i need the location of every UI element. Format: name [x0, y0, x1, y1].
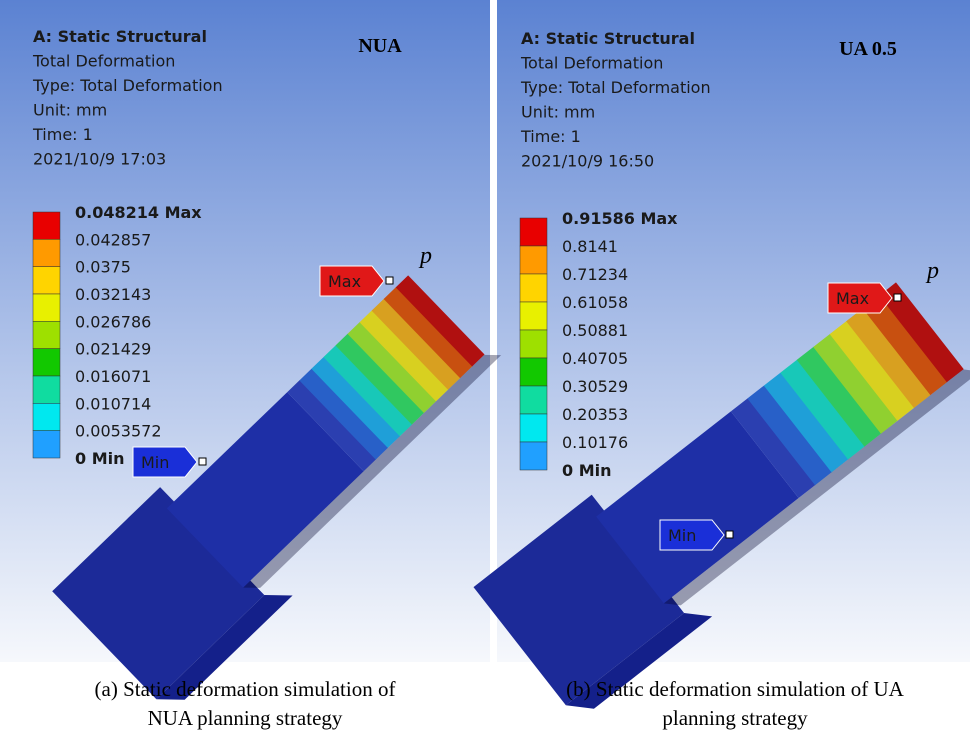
legend-color-band: [33, 267, 60, 294]
point-label: p: [925, 258, 939, 284]
legend-label: 0.042857: [75, 230, 151, 249]
legend-label: 0.8141: [562, 237, 618, 256]
legend-color-band: [33, 376, 60, 403]
legend-color-band: [520, 218, 547, 246]
legend-label: 0.30529: [562, 377, 628, 396]
min-tag-text: Min: [668, 526, 696, 545]
panel-label: UA 0.5: [839, 38, 897, 60]
max-tag-anchor: [894, 294, 901, 301]
header-line: 2021/10/9 17:03: [33, 150, 166, 169]
figure: A: Static Structural Total Deformation Typ…: [0, 0, 970, 735]
legend-label: 0 Min: [75, 449, 125, 468]
legend-color-band: [520, 414, 547, 442]
legend-color-band: [520, 442, 547, 470]
header-line: Unit: mm: [521, 103, 595, 122]
legend-label: 0.61058: [562, 293, 628, 312]
legend-label: 0.048214 Max: [75, 203, 202, 222]
legend-label: 0.0375: [75, 258, 131, 277]
header-line: Total Deformation: [32, 52, 175, 71]
legend-label: 0.0053572: [75, 422, 162, 441]
legend-color-band: [33, 431, 60, 458]
panel-label: NUA: [358, 35, 402, 57]
legend-label: 0.40705: [562, 349, 628, 368]
header-line: Unit: mm: [33, 101, 107, 120]
legend-label: 0.50881: [562, 321, 628, 340]
header-line: Total Deformation: [520, 54, 663, 73]
legend-color-band: [520, 386, 547, 414]
legend-label: 0.032143: [75, 285, 151, 304]
min-tag-anchor: [199, 458, 206, 465]
legend-color-band: [33, 403, 60, 430]
min-tag-text: Min: [141, 453, 169, 472]
max-tag-anchor: [386, 277, 393, 284]
legend-color-band: [520, 246, 547, 274]
legend-label: 0.016071: [75, 367, 151, 386]
legend-color-band: [520, 358, 547, 386]
legend-label: 0.91586 Max: [562, 209, 678, 228]
header-line: Type: Total Deformation: [32, 76, 223, 95]
legend-color-band: [520, 302, 547, 330]
min-tag-anchor: [726, 531, 733, 538]
legend-color-band: [520, 274, 547, 302]
caption-line: planning strategy: [662, 706, 808, 730]
legend-color-band: [33, 321, 60, 348]
legend-label: 0.71234: [562, 265, 628, 284]
max-tag-text: Max: [328, 272, 361, 291]
header-line: Time: 1: [32, 125, 93, 144]
point-label: p: [418, 243, 432, 269]
max-tag-text: Max: [836, 289, 869, 308]
legend-label: 0.010714: [75, 394, 151, 413]
legend-color-band: [33, 212, 60, 239]
legend-color-band: [33, 349, 60, 376]
header-line: Time: 1: [520, 127, 581, 146]
legend-label: 0 Min: [562, 461, 612, 480]
caption-line: NUA planning strategy: [148, 706, 343, 730]
legend-color-band: [520, 330, 547, 358]
legend-label: 0.026786: [75, 312, 151, 331]
header-line: Type: Total Deformation: [520, 78, 711, 97]
header-line: 2021/10/9 16:50: [521, 152, 654, 171]
legend-label: 0.10176: [562, 433, 628, 452]
caption-line: (a) Static deformation simulation of: [95, 677, 396, 701]
header-line: A: Static Structural: [33, 27, 207, 46]
legend-color-band: [33, 294, 60, 321]
legend-label: 0.20353: [562, 405, 628, 424]
legend-color-band: [33, 239, 60, 266]
legend-label: 0.021429: [75, 340, 151, 359]
caption-line: (b) Static deformation simulation of UA: [566, 677, 905, 701]
header-line: A: Static Structural: [521, 29, 695, 48]
